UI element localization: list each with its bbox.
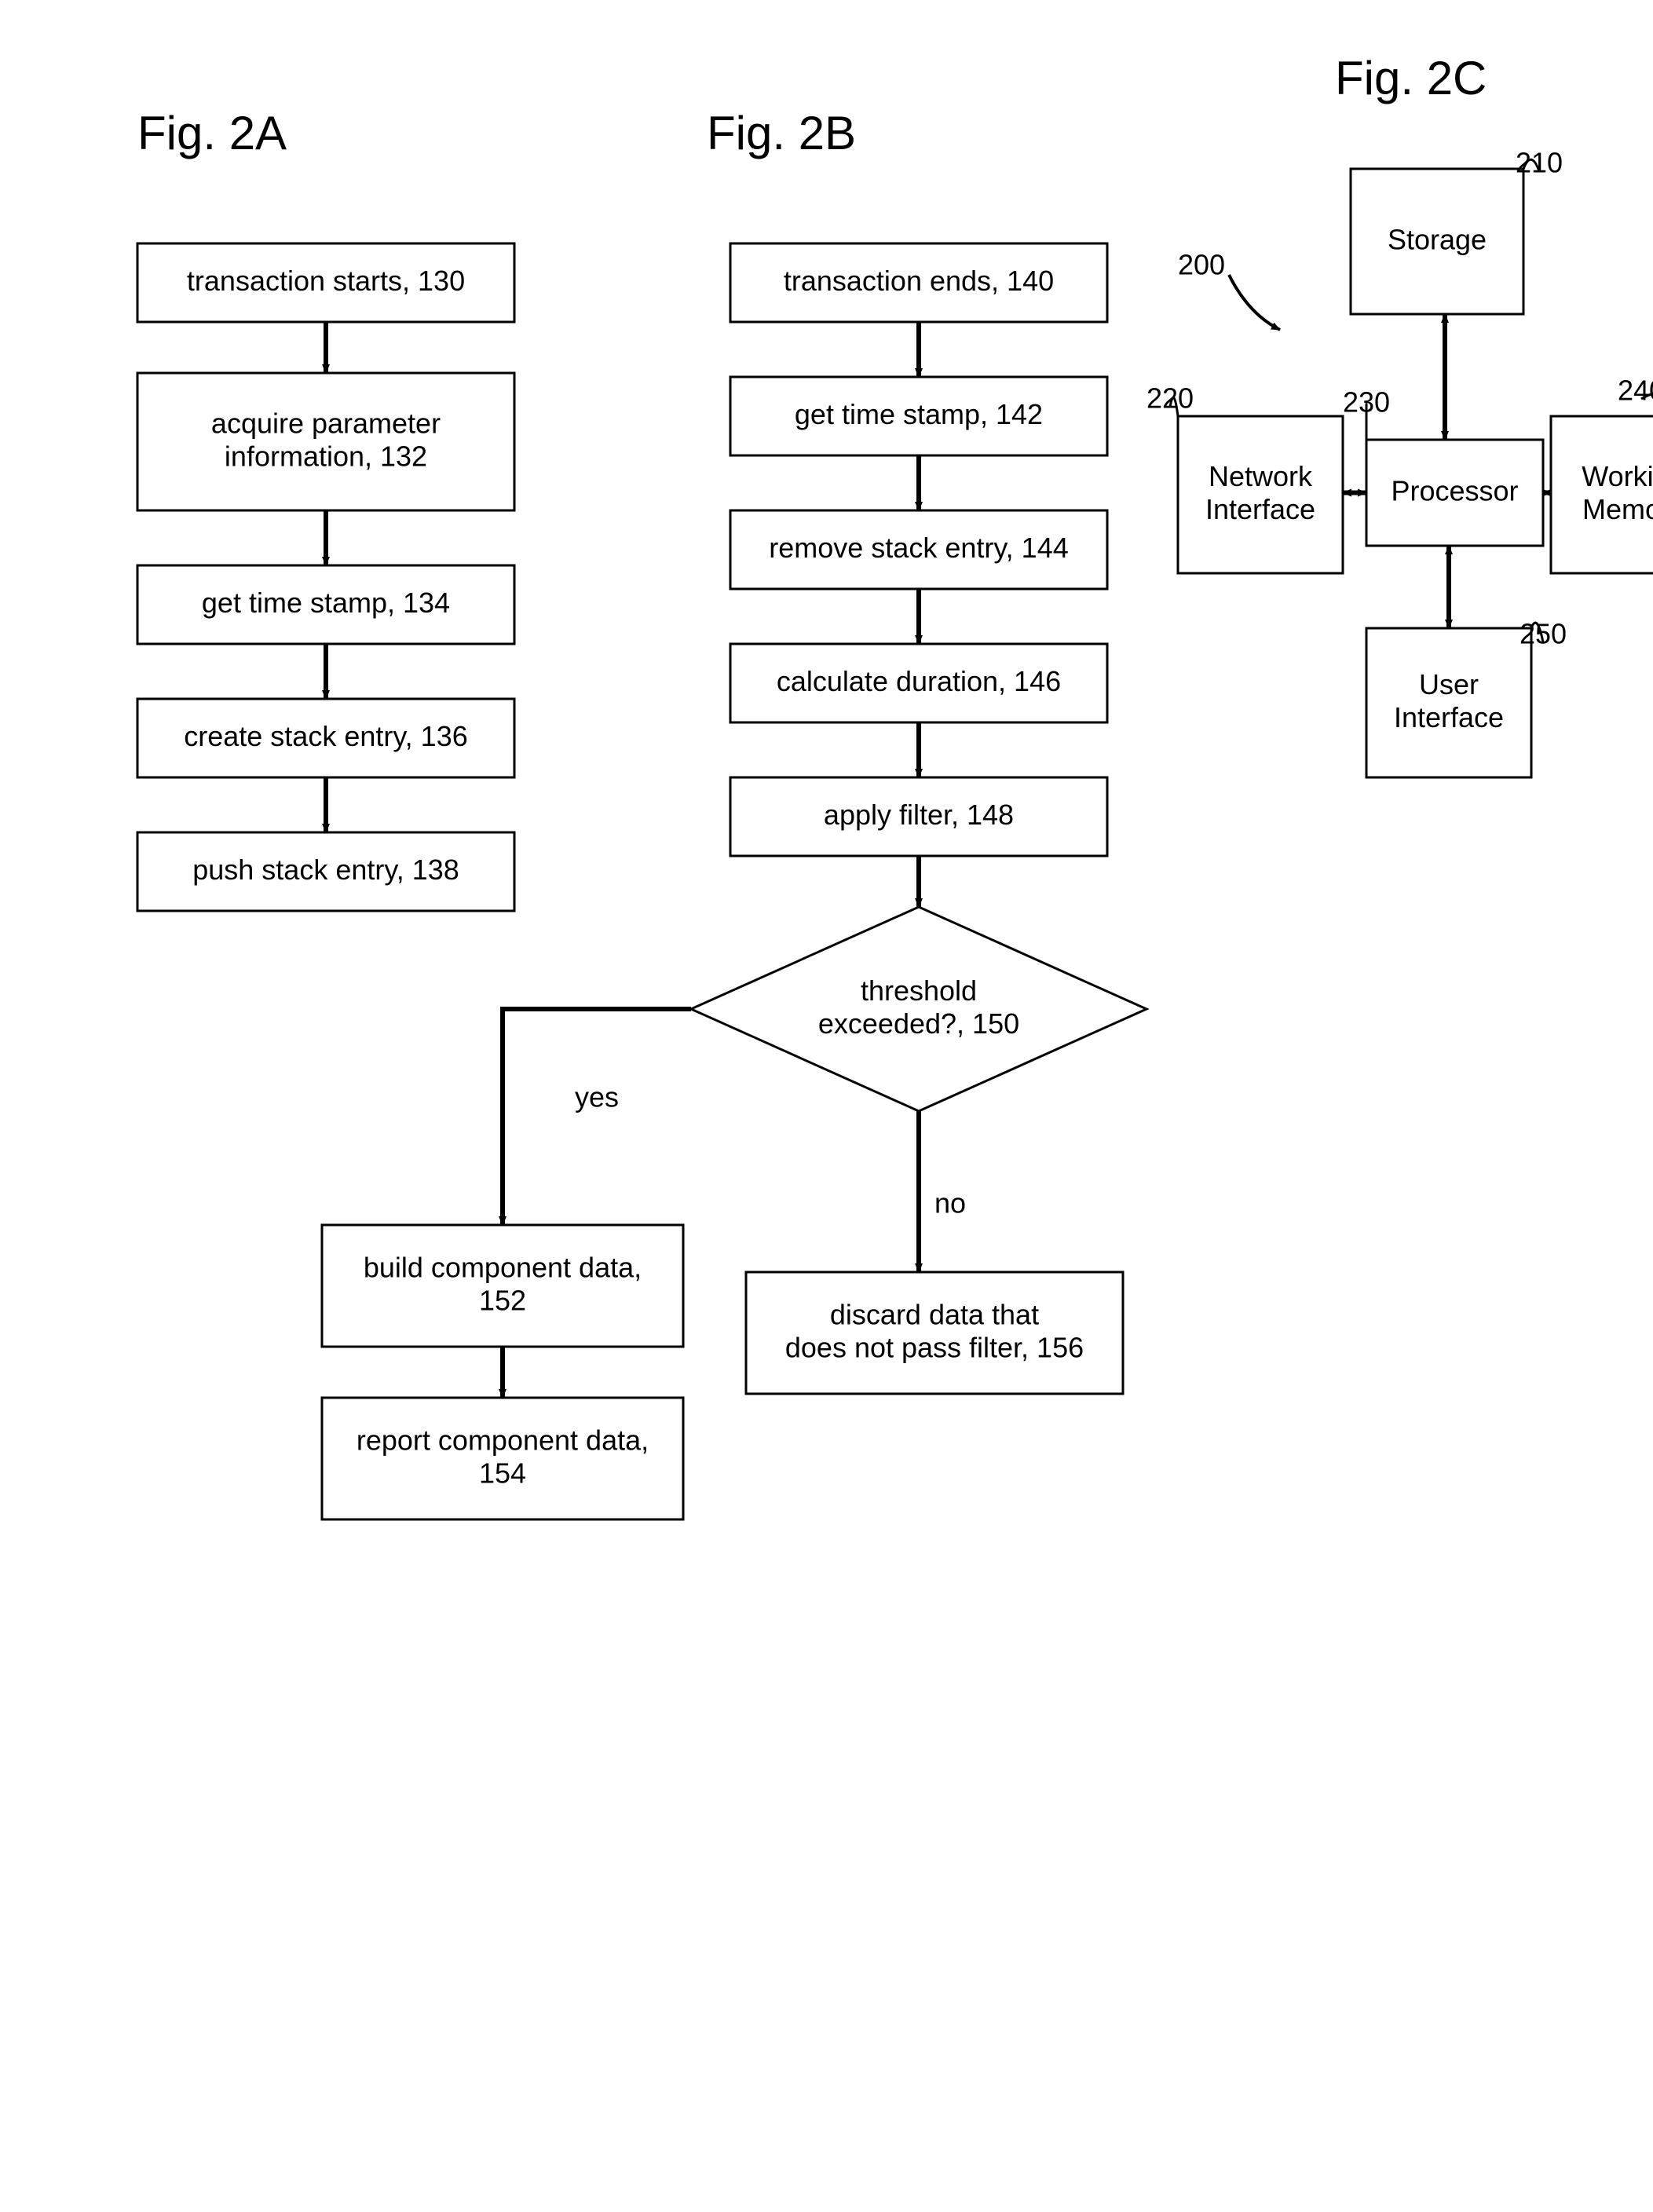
figB-decision-label: thresholdexceeded?, 150 (818, 974, 1019, 1039)
figA-step-label-a2: acquire parameterinformation, 132 (211, 407, 441, 472)
figC-ref-210: 210 (1516, 147, 1563, 179)
figC-ref-240: 240 (1618, 375, 1653, 407)
figB-step-label-b4: calculate duration, 146 (777, 665, 1061, 697)
figB-step-label-b5: apply filter, 148 (824, 799, 1014, 831)
figC-ref-200: 200 (1178, 249, 1225, 281)
figC-ref-200-leader (1229, 275, 1280, 330)
figC-block-label-c_wm: WorkingMemory (1582, 459, 1653, 525)
figB-yes-label: yes (575, 1081, 619, 1113)
figA-step-label-a5: push stack entry, 138 (192, 854, 459, 886)
figA-step-label-a4: create stack entry, 136 (184, 720, 468, 752)
figB-yes-arrow (503, 1009, 691, 1225)
figure-title: Fig. 2C (1335, 52, 1487, 104)
figC-block-label-c_storage: Storage (1388, 223, 1487, 255)
figC-block-label-c_netif: NetworkInterface (1205, 459, 1315, 525)
figB-step-label-b9: discard data thatdoes not pass filter, 1… (785, 1298, 1084, 1363)
figC-ref-250: 250 (1520, 618, 1567, 650)
figC-block-label-c_proc: Processor (1391, 474, 1518, 506)
figA-step-label-a1: transaction starts, 130 (187, 265, 465, 297)
figB-no-label: no (934, 1187, 966, 1219)
figB-step-label-b8: report component data,154 (357, 1424, 649, 1489)
figA-step-label-a3: get time stamp, 134 (202, 587, 450, 619)
figB-step-label-b2: get time stamp, 142 (795, 398, 1043, 430)
figC-block-label-c_ui: UserInterface (1394, 667, 1504, 733)
figure-title: Fig. 2A (137, 107, 287, 159)
figB-step-label-b1: transaction ends, 140 (784, 265, 1054, 297)
figB-step-label-b3: remove stack entry, 144 (769, 532, 1069, 564)
figC-ref-220: 220 (1146, 382, 1194, 415)
figB-step-label-b7: build component data,152 (364, 1251, 642, 1316)
figure-title: Fig. 2B (707, 107, 856, 159)
